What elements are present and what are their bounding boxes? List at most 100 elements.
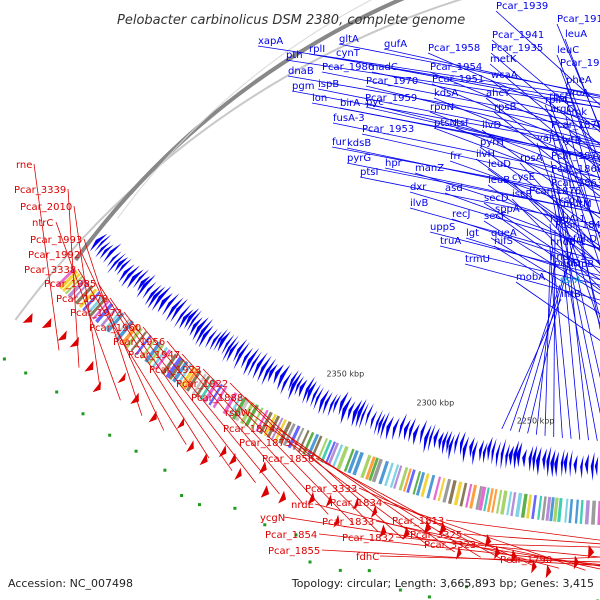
reverse-label-connector (142, 326, 280, 495)
forward-gene-arrow (495, 441, 501, 468)
forward-label-connector (287, 75, 600, 131)
forward-gene-arrow (252, 352, 268, 380)
forward-label-connector (565, 116, 600, 251)
forward-gene-arrow (243, 348, 260, 376)
reverse-gene-label: rsbW (225, 408, 251, 419)
reverse-gene-arrow (587, 544, 595, 559)
forward-gene-arrow (377, 413, 386, 436)
forward-label-connector (511, 181, 600, 274)
forward-gene-label: tsf (456, 118, 469, 129)
forward-gene-arrow (137, 275, 151, 292)
forward-label-connector (550, 160, 600, 379)
forward-gene-arrow (273, 364, 284, 385)
forward-gene-arrow (118, 264, 135, 283)
forward-label-connector (491, 39, 600, 133)
cog-gene-block (568, 499, 574, 524)
forward-gene-arrow (288, 371, 303, 400)
forward-gene-label: lgt (466, 228, 479, 239)
cog-gene-block (144, 341, 162, 363)
forward-label-connector (433, 97, 600, 166)
cog-gene-block (244, 404, 259, 427)
forward-gene-arrow (267, 363, 278, 383)
gc-marker (398, 588, 402, 592)
cog-gene-block (537, 495, 543, 520)
cog-gene-block (520, 493, 528, 518)
cog-gene-block (584, 500, 590, 525)
reverse-label-connector (166, 340, 305, 505)
reverse-label-connector (395, 536, 600, 558)
forward-gene-arrow (413, 423, 420, 446)
reverse-gene-arrow (199, 453, 208, 466)
cog-gene-block (371, 458, 383, 483)
forward-gene-label: Pcar_1951 (432, 74, 484, 85)
forward-label-connector (483, 220, 600, 295)
reverse-gene-arrow (353, 496, 359, 511)
cog-gene-block (591, 500, 596, 525)
forward-gene-arrow (209, 331, 223, 351)
forward-label-connector (535, 267, 555, 435)
forward-gene-label: dxr (410, 182, 427, 193)
forward-gene-arrow (332, 394, 342, 414)
forward-label-connector (439, 245, 600, 286)
forward-gene-label: Pcar_1935 (491, 43, 543, 54)
reverse-label-connector (248, 411, 430, 547)
gc-marker (108, 433, 112, 437)
reverse-gene-label: Pcar_3323 (424, 540, 476, 551)
forward-gene-arrow (99, 244, 114, 260)
forward-gene-arrow (505, 443, 510, 469)
cog-gene-block (203, 380, 219, 403)
forward-label-connector (490, 237, 600, 306)
gc-marker (163, 468, 167, 472)
gc-marker (134, 449, 138, 453)
forward-label-connector (464, 263, 600, 301)
cog-gene-block (459, 482, 468, 507)
forward-gene-label: panD (554, 258, 581, 269)
cog-gene-block (412, 471, 422, 495)
gc-marker (427, 595, 431, 599)
cog-gene-block (483, 487, 490, 512)
cog-gene-block (327, 442, 339, 466)
cog-gene-block (212, 386, 228, 409)
forward-gene-arrow (404, 419, 411, 441)
forward-gene-arrow (442, 430, 449, 455)
forward-gene-arrow (322, 391, 333, 415)
cog-gene-block (579, 499, 584, 524)
forward-gene-label: frr (450, 151, 462, 162)
reverse-gene-arrow (148, 410, 157, 423)
forward-gene-label: gufA (384, 39, 407, 50)
forward-gene-arrow (469, 437, 475, 458)
reverse-label-connector (463, 533, 600, 545)
forward-gene-arrow (232, 339, 248, 363)
map-title: Pelobacter carbinolicus DSM 2380, comple… (117, 13, 465, 28)
forward-label-connector (429, 111, 600, 179)
reverse-gene-label: Pcar_1855 (268, 546, 320, 557)
forward-label-connector (331, 146, 600, 199)
forward-label-connector (550, 173, 600, 415)
forward-gene-arrow (380, 411, 390, 440)
cog-gene-block (515, 492, 523, 518)
cog-gene-block (324, 441, 336, 465)
forward-gene-label: cynT (336, 48, 361, 59)
forward-gene-arrow (513, 440, 520, 470)
forward-label-connector (433, 127, 600, 191)
forward-gene-arrow (310, 383, 321, 408)
forward-label-connector (346, 147, 600, 202)
forward-label-connector (519, 162, 600, 253)
cog-gene-block (154, 349, 171, 370)
forward-label-connector (485, 97, 600, 189)
forward-gene-arrow (144, 284, 162, 306)
forward-label-connector (549, 246, 563, 438)
reverse-gene-arrow (117, 372, 126, 384)
backbone-layer (14, 0, 463, 321)
forward-gene-arrow (542, 448, 547, 471)
forward-label-connector (335, 57, 600, 108)
forward-gene-arrow (584, 453, 589, 475)
forward-gene-arrow (532, 445, 538, 473)
forward-label-connector (515, 281, 600, 341)
reverse-label-connector (477, 543, 600, 548)
reverse-gene-label: Pcar_1833 (322, 517, 374, 528)
forward-label-connector (285, 59, 600, 108)
forward-gene-arrow (184, 308, 200, 329)
gc-outer-circle (14, 0, 463, 321)
forward-label-connector (559, 67, 600, 174)
